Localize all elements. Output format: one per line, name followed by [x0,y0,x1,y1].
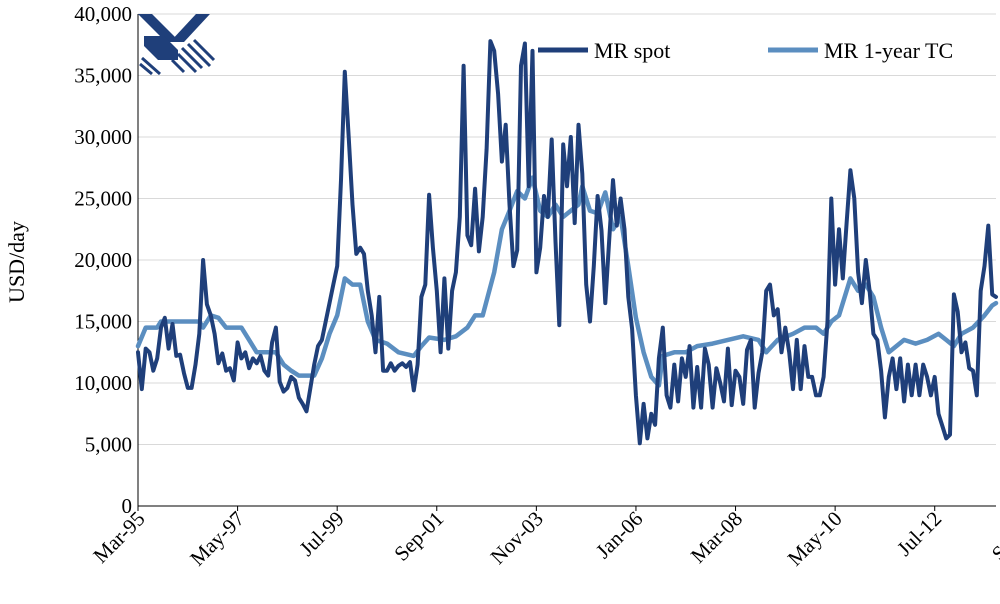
x-tick-label: Jul-99 [295,507,349,561]
y-tick-label: 25,000 [74,187,132,211]
x-tick-label: Jan-06 [591,507,648,564]
legend-label-mr-1-year-tc: MR 1-year TC [824,38,953,63]
legend-label-mr-spot: MR spot [594,38,670,63]
x-tick-label: Sep-14 [987,506,1000,565]
y-tick-label: 20,000 [74,248,132,272]
series [135,39,999,446]
x-tick-label: Mar-08 [686,507,747,568]
x-tick-label: Jul-12 [892,507,946,561]
series-line-mr-spot [136,39,998,446]
x-tick-label: Sep-01 [389,507,448,566]
logo-icon [138,14,216,76]
y-tick-label: 35,000 [74,64,132,88]
y-tick-label: 30,000 [74,125,132,149]
x-tick-label: May-97 [185,507,249,571]
y-tick-label: 5,000 [85,433,132,457]
y-tick-label: 0 [122,494,133,518]
gridlines [138,13,996,445]
x-tick-label: Nov-03 [486,507,548,569]
x-tick-label: Mar-95 [88,507,149,568]
y-tick-label: 10,000 [74,371,132,395]
legend: MR spot MR 1-year TC [538,38,953,63]
y-axis-title: USD/day [4,221,29,303]
y-tick-label: 40,000 [74,2,132,26]
x-tick-label: May-10 [783,507,847,571]
y-axis-tick-labels: 0 5,000 10,000 15,000 20,000 25,000 30,000 35,0… [74,2,132,518]
y-tick-label: 15,000 [74,310,132,334]
x-axis-tick-labels: Mar-95 May-97 Jul-99 Sep-01 Nov-03 Jan-06 Mar-… [88,506,1000,571]
